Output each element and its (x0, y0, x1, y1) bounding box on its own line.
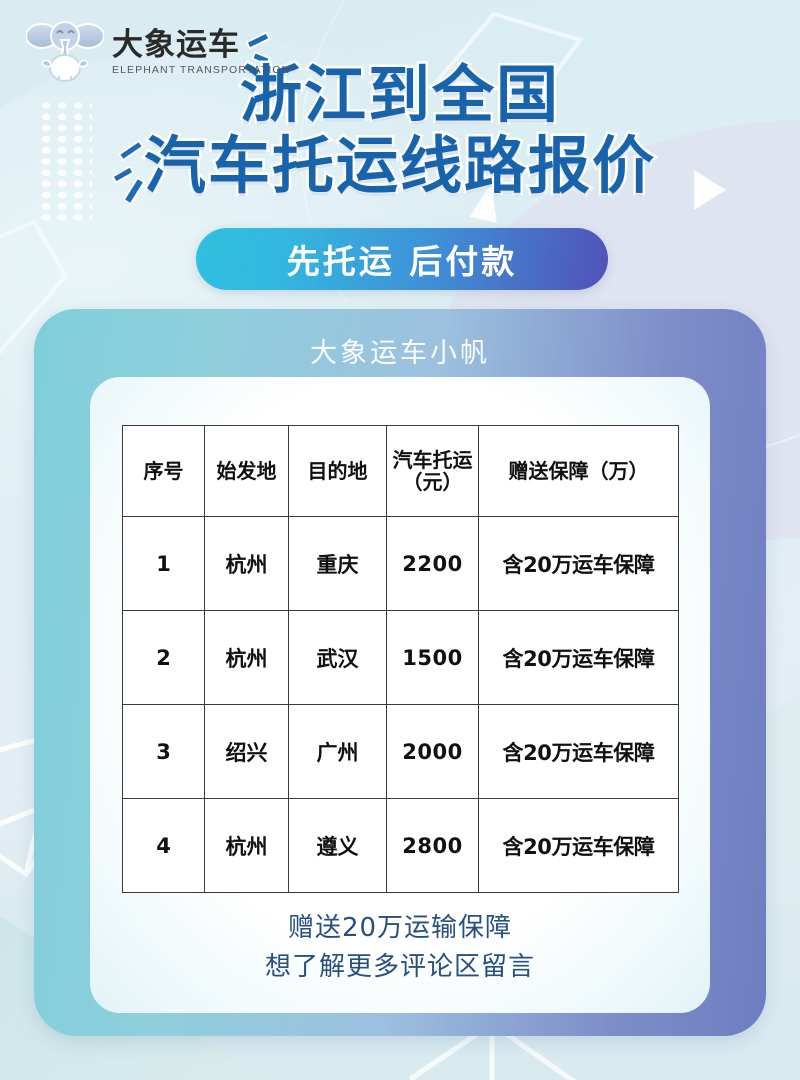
slogan-pill[interactable]: 先托运 后付款 (196, 228, 608, 290)
cell-index: 3 (122, 704, 205, 799)
quote-card: 大象运车小帆 序号 始发地 目的地 汽车托运 （元） 赠送保障（万） (34, 309, 766, 1036)
table-row: 4 杭州 遵义 2800 含20万运车保障 (122, 798, 679, 893)
brand-name-en: ELEPHANT TRANSPORTATION (112, 64, 291, 76)
cell-index: 2 (122, 610, 205, 705)
slogan-pill-label: 先托运 后付款 (286, 242, 518, 281)
table-header-origin: 始发地 (204, 425, 289, 517)
cell-origin: 杭州 (204, 516, 289, 611)
table-row: 1 杭州 重庆 2200 含20万运车保障 (122, 516, 679, 611)
table-header-insurance: 赠送保障（万） (478, 425, 679, 517)
card-inner-panel: 序号 始发地 目的地 汽车托运 （元） 赠送保障（万） 1 杭州 重 (90, 377, 710, 1013)
cell-origin: 杭州 (204, 798, 289, 893)
cell-destination: 广州 (288, 704, 387, 799)
cell-price: 2000 (386, 704, 479, 799)
table-row: 2 杭州 武汉 1500 含20万运车保障 (122, 610, 679, 705)
table-row: 3 绍兴 广州 2000 含20万运车保障 (122, 704, 679, 799)
brand-logo[interactable]: 大象运车 ELEPHANT TRANSPORTATION (26, 16, 290, 82)
table-header-price: 汽车托运 （元） (386, 425, 479, 517)
footer-line-2: 想了解更多评论区留言 (264, 952, 535, 982)
card-footer: 赠送20万运输保障 想了解更多评论区留言 (90, 909, 710, 987)
title-line-2: 汽车托运线路报价 (141, 129, 656, 203)
cell-index: 4 (122, 798, 205, 893)
cell-insurance: 含20万运车保障 (478, 798, 679, 893)
cell-destination: 遵义 (288, 798, 387, 893)
price-table: 序号 始发地 目的地 汽车托运 （元） 赠送保障（万） 1 杭州 重 (122, 425, 679, 893)
cell-destination: 武汉 (288, 610, 387, 705)
footer-line-1: 赠送20万运输保障 (287, 913, 513, 943)
cell-insurance: 含20万运车保障 (478, 516, 679, 611)
table-header-row: 序号 始发地 目的地 汽车托运 （元） 赠送保障（万） (122, 425, 679, 517)
brand-name-cn: 大象运车 (112, 27, 240, 63)
poster-title: 浙江到全国 汽车托运线路报价 (0, 59, 800, 203)
cell-price: 1500 (386, 610, 479, 705)
table-header-index: 序号 (122, 425, 205, 517)
table-header-destination: 目的地 (288, 425, 387, 517)
cell-price: 2800 (386, 798, 479, 893)
cell-origin: 绍兴 (204, 704, 289, 799)
elephant-mascot-icon (26, 21, 104, 82)
cell-destination: 重庆 (288, 516, 387, 611)
card-heading: 大象运车小帆 (310, 338, 490, 369)
cell-index: 1 (122, 516, 205, 611)
cell-origin: 杭州 (204, 610, 289, 705)
cell-insurance: 含20万运车保障 (478, 610, 679, 705)
cell-insurance: 含20万运车保障 (478, 704, 679, 799)
cell-price: 2200 (386, 516, 479, 611)
